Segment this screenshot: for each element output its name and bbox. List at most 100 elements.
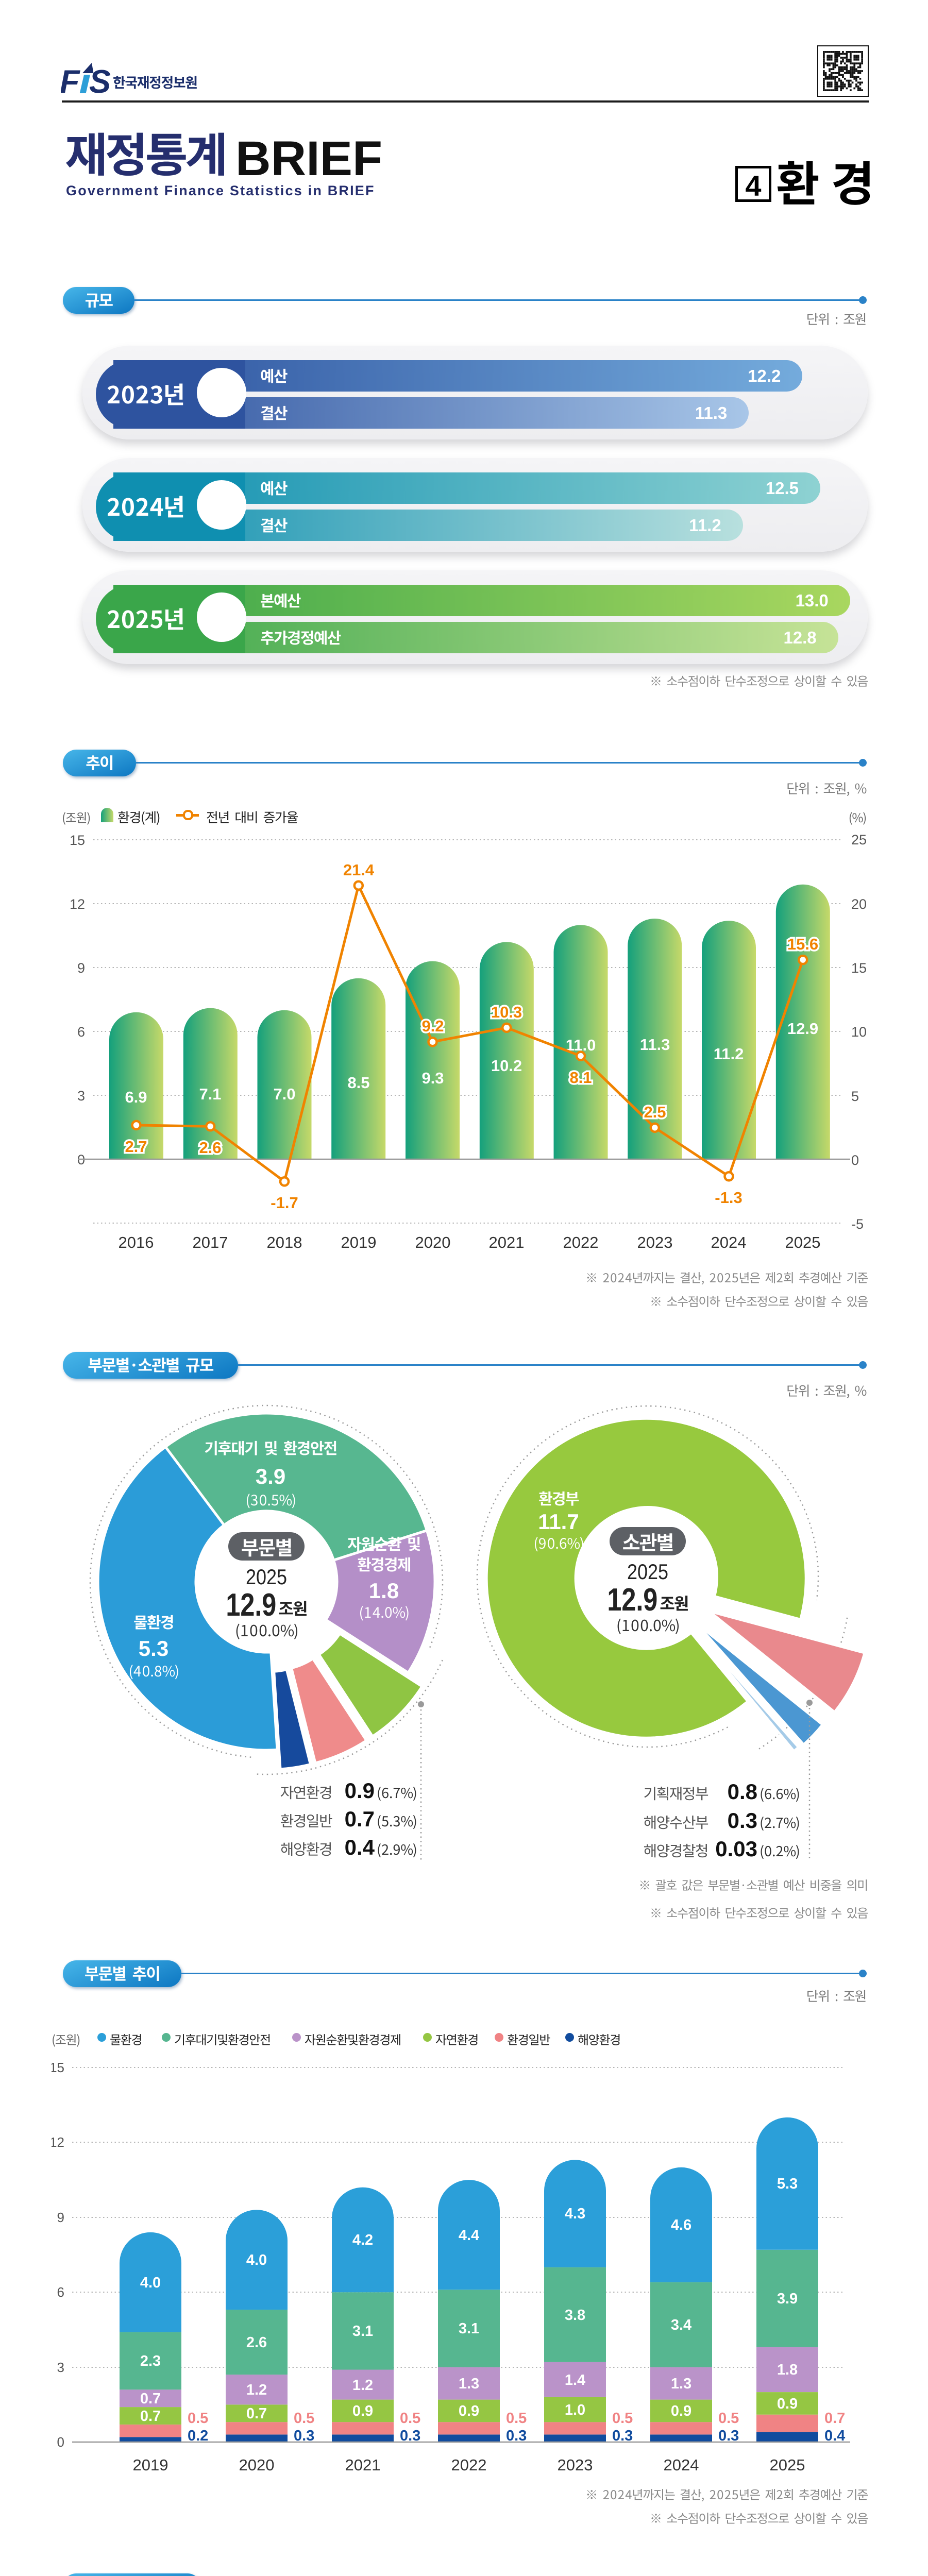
svg-text:0.5: 0.5 xyxy=(400,2410,420,2427)
svg-text:0.3: 0.3 xyxy=(506,2428,527,2444)
svg-text:4: 4 xyxy=(745,170,761,202)
svg-text:0.7: 0.7 xyxy=(824,2410,845,2427)
svg-text:11.3: 11.3 xyxy=(695,403,727,422)
svg-text:4.3: 4.3 xyxy=(565,2206,585,2222)
svg-text:2.3: 2.3 xyxy=(140,2353,161,2369)
svg-text:2019: 2019 xyxy=(341,1233,377,1251)
svg-text:2025: 2025 xyxy=(246,1565,287,1589)
svg-text:1.2: 1.2 xyxy=(352,2377,373,2394)
svg-text:2024: 2024 xyxy=(711,1233,747,1251)
svg-text:5: 5 xyxy=(851,1089,859,1104)
svg-text:12.2: 12.2 xyxy=(748,366,781,385)
svg-text:9.3: 9.3 xyxy=(421,1069,444,1087)
svg-text:12: 12 xyxy=(70,896,85,912)
svg-text:21.4: 21.4 xyxy=(343,861,375,879)
svg-text:12: 12 xyxy=(52,2134,64,2150)
svg-text:2.6: 2.6 xyxy=(199,1139,221,1157)
svg-text:0.7: 0.7 xyxy=(140,2408,161,2425)
svg-text:15: 15 xyxy=(851,960,867,976)
svg-text:11.7: 11.7 xyxy=(538,1510,579,1534)
svg-text:15: 15 xyxy=(70,833,85,848)
svg-text:0: 0 xyxy=(57,2434,64,2450)
svg-text:0.4: 0.4 xyxy=(824,2428,845,2444)
svg-text:3: 3 xyxy=(77,1088,85,1104)
svg-text:10.3: 10.3 xyxy=(491,1003,522,1021)
svg-text:20: 20 xyxy=(851,896,867,912)
svg-text:2020: 2020 xyxy=(415,1233,451,1251)
svg-text:2.5: 2.5 xyxy=(644,1103,666,1121)
svg-text:0.3: 0.3 xyxy=(612,2428,633,2444)
svg-text:7.0: 7.0 xyxy=(273,1085,295,1103)
svg-text:0.7: 0.7 xyxy=(345,1807,375,1831)
svg-text:3.9: 3.9 xyxy=(777,2291,798,2307)
svg-text:3.1: 3.1 xyxy=(459,2320,479,2337)
svg-text:3.8: 3.8 xyxy=(565,2307,585,2324)
svg-text:-5: -5 xyxy=(851,1216,864,1232)
svg-text:12.9: 12.9 xyxy=(787,1020,818,1038)
svg-text:S: S xyxy=(89,64,111,97)
svg-text:3: 3 xyxy=(57,2360,64,2375)
svg-text:9.2: 9.2 xyxy=(421,1017,444,1035)
svg-text:12.8: 12.8 xyxy=(783,628,816,647)
svg-text:0.9: 0.9 xyxy=(671,2403,691,2419)
svg-text:4.0: 4.0 xyxy=(140,2275,161,2291)
svg-text:2021: 2021 xyxy=(345,2456,381,2474)
svg-text:15.6: 15.6 xyxy=(787,935,818,953)
svg-text:2022: 2022 xyxy=(563,1233,599,1251)
svg-text:2022: 2022 xyxy=(451,2456,487,2474)
svg-text:0.2: 0.2 xyxy=(188,2428,208,2444)
svg-text:0.3: 0.3 xyxy=(294,2428,314,2444)
svg-text:0.8: 0.8 xyxy=(728,1780,757,1804)
svg-text:2021: 2021 xyxy=(489,1233,525,1251)
svg-text:2018: 2018 xyxy=(267,1233,302,1251)
svg-text:12.9: 12.9 xyxy=(226,1587,276,1623)
svg-text:1.8: 1.8 xyxy=(777,2362,798,2378)
svg-text:2020: 2020 xyxy=(239,2456,275,2474)
svg-text:3.4: 3.4 xyxy=(671,2317,691,2333)
svg-text:4.4: 4.4 xyxy=(459,2227,479,2244)
svg-text:2019: 2019 xyxy=(133,2456,168,2474)
svg-text:0.5: 0.5 xyxy=(188,2410,208,2427)
svg-text:10.2: 10.2 xyxy=(491,1057,522,1075)
svg-text:2025: 2025 xyxy=(785,1233,821,1251)
svg-text:2017: 2017 xyxy=(193,1233,228,1251)
svg-text:1.4: 1.4 xyxy=(565,2372,585,2388)
svg-text:BRIEF: BRIEF xyxy=(235,131,382,186)
svg-text:2016: 2016 xyxy=(119,1233,154,1251)
svg-text:0.9: 0.9 xyxy=(459,2403,479,2419)
svg-text:0.5: 0.5 xyxy=(612,2410,633,2427)
svg-text:0.4: 0.4 xyxy=(345,1835,375,1859)
svg-text:0.5: 0.5 xyxy=(294,2410,314,2427)
svg-text:11.3: 11.3 xyxy=(640,1036,670,1054)
svg-text:0.7: 0.7 xyxy=(140,2391,161,2407)
svg-text:0.5: 0.5 xyxy=(506,2410,527,2427)
svg-text:0.9: 0.9 xyxy=(352,2403,373,2419)
svg-text:6: 6 xyxy=(57,2284,64,2300)
svg-text:-1.7: -1.7 xyxy=(271,1194,298,1212)
svg-text:F: F xyxy=(61,64,80,97)
svg-text:3.1: 3.1 xyxy=(352,2323,373,2340)
svg-text:11.2: 11.2 xyxy=(689,516,721,535)
svg-text:11.2: 11.2 xyxy=(714,1045,744,1063)
svg-text:7.1: 7.1 xyxy=(199,1085,221,1103)
svg-text:8.1: 8.1 xyxy=(569,1069,592,1087)
svg-text:1.3: 1.3 xyxy=(459,2376,479,2392)
svg-text:15: 15 xyxy=(52,2060,64,2075)
svg-text:0.03: 0.03 xyxy=(715,1837,757,1861)
svg-text:1.3: 1.3 xyxy=(671,2376,691,2392)
svg-text:2025: 2025 xyxy=(627,1560,668,1584)
svg-text:9: 9 xyxy=(57,2210,64,2225)
svg-text:1.2: 1.2 xyxy=(246,2382,267,2398)
svg-text:6: 6 xyxy=(77,1024,85,1040)
svg-text:1.0: 1.0 xyxy=(565,2402,585,2418)
svg-text:0.5: 0.5 xyxy=(718,2410,739,2427)
svg-text:Government Finance Statistics: Government Finance Statistics in BRIEF xyxy=(66,183,375,198)
svg-text:4.0: 4.0 xyxy=(246,2252,267,2268)
svg-text:2.6: 2.6 xyxy=(246,2334,267,2351)
svg-text:5.3: 5.3 xyxy=(139,1636,168,1660)
svg-text:0.3: 0.3 xyxy=(400,2428,420,2444)
svg-text:-1.3: -1.3 xyxy=(715,1189,742,1207)
svg-text:2.7: 2.7 xyxy=(125,1138,147,1156)
svg-text:12.9: 12.9 xyxy=(607,1582,657,1618)
svg-text:10: 10 xyxy=(851,1024,867,1040)
